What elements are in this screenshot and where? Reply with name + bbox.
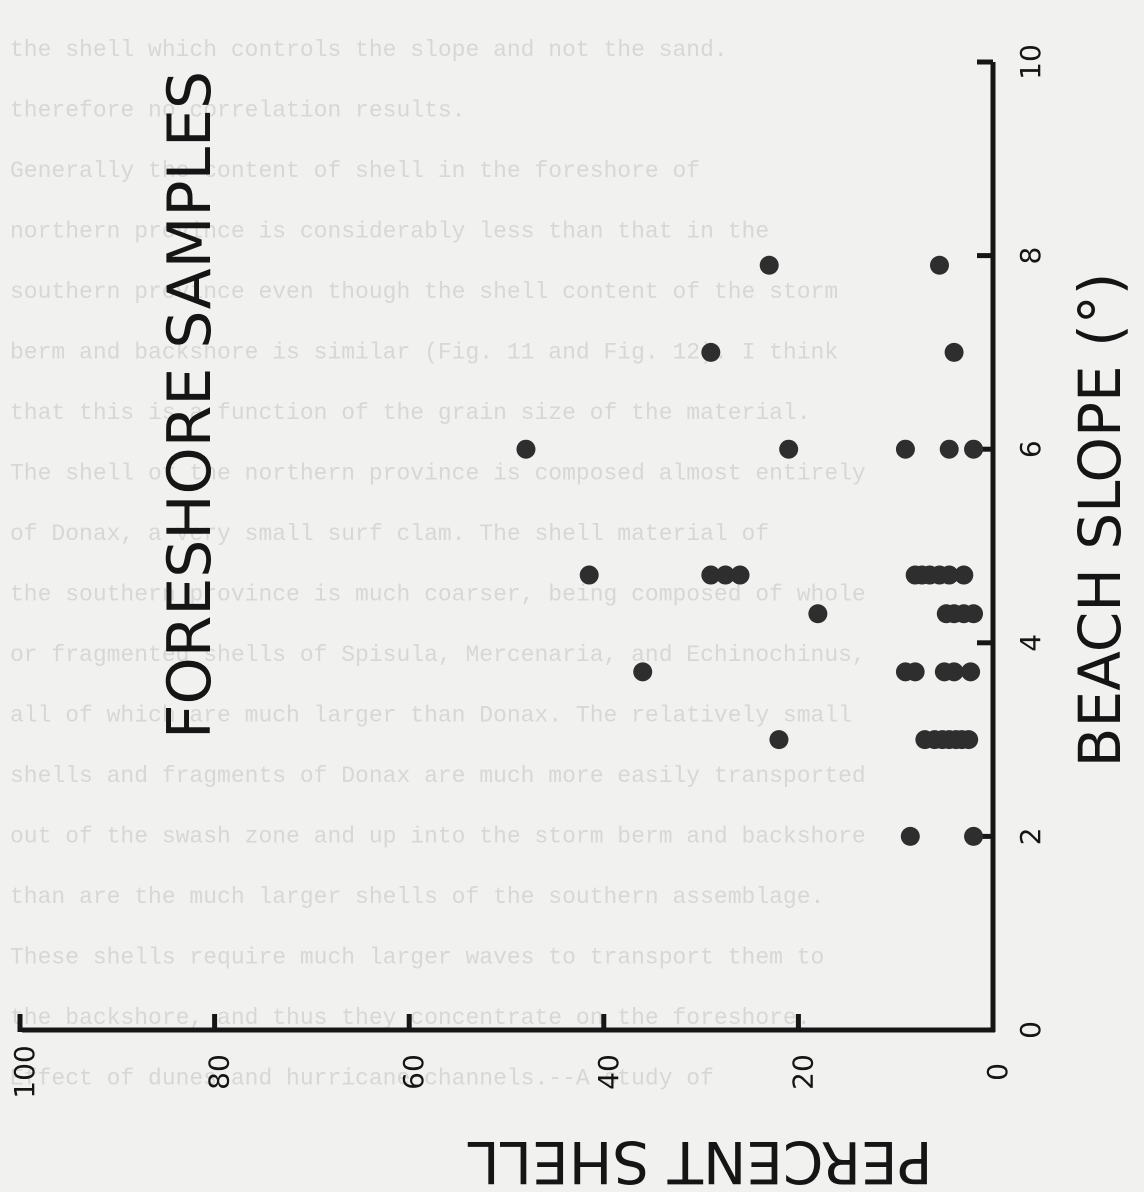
data-point [939, 439, 959, 459]
data-point [579, 565, 599, 585]
background-text-line: than are the much larger shells of the s… [10, 884, 824, 910]
background-text-line: of Donax, a very small surf clam. The sh… [10, 521, 769, 547]
background-text-line: that this is a function of the grain siz… [10, 400, 811, 426]
data-point [516, 439, 536, 459]
slope-tick-label: 0 [1014, 1021, 1047, 1039]
data-points [516, 255, 984, 846]
data-point [929, 255, 949, 275]
slope-tick-label: 10 [1014, 44, 1047, 80]
background-text-line: the southern province is much coarser, b… [10, 582, 866, 608]
tick-labels: 0 20 40 60 80 100 0 2 4 6 8 10 [8, 44, 1047, 1099]
background-bleed-text: the shell which controls the slope and n… [10, 37, 866, 1092]
background-text-line: Generally the content of shell in the fo… [10, 158, 700, 184]
chart-axes [22, 62, 996, 1033]
data-point [936, 604, 956, 624]
background-text-line: northern province is considerably less t… [10, 219, 769, 245]
shell-tick-label: 20 [786, 1054, 819, 1090]
data-point [759, 255, 779, 275]
data-point [895, 439, 915, 459]
background-text-line: all of which are much larger than Donax.… [10, 703, 852, 729]
data-point [779, 439, 799, 459]
data-point [961, 662, 981, 682]
background-text-line: the shell which controls the slope and n… [10, 37, 728, 63]
shell-tick-label: 80 [203, 1054, 236, 1090]
axis-ticks [17, 59, 996, 1032]
background-text-line: or fragmented shells of Spisula, Mercena… [10, 642, 866, 668]
background-text-line: berm and backshore is similar (Fig. 11 a… [10, 340, 838, 366]
slope-tick-label: 4 [1014, 634, 1047, 652]
data-point [954, 565, 974, 585]
shell-tick-label: 40 [592, 1054, 625, 1090]
data-point [701, 342, 721, 362]
slope-tick-label: 8 [1014, 247, 1047, 265]
x-axis-label: BEACH SLOPE (°) [1066, 273, 1134, 768]
y-axis-label: PERCENT SHELL [467, 1128, 932, 1187]
data-point [964, 826, 984, 846]
data-point [633, 662, 653, 682]
data-point [934, 662, 954, 682]
data-point [944, 342, 964, 362]
data-point [900, 826, 920, 846]
background-text-line: These shells require much larger waves t… [10, 945, 824, 971]
data-point [964, 439, 984, 459]
background-text-line: Effect of dunes and hurricane channels.-… [10, 1066, 714, 1092]
data-point [915, 730, 935, 750]
background-text-line: southern province even though the shell … [10, 279, 838, 305]
data-point [715, 565, 735, 585]
background-text-line: shells and fragments of Donax are much m… [10, 763, 866, 789]
data-point [905, 565, 925, 585]
background-text-line: therefore no correlation results. [10, 98, 465, 124]
background-text-line: The shell of the northern province is co… [10, 461, 866, 487]
data-point [769, 730, 789, 750]
data-point [701, 565, 721, 585]
chart-title: FORESHORE SAMPLES [155, 71, 225, 739]
data-point [730, 565, 750, 585]
shell-tick-label: 0 [981, 1063, 1014, 1081]
data-point [808, 604, 828, 624]
shell-tick-label: 60 [397, 1054, 430, 1090]
background-text-line: out of the swash zone and up into the st… [10, 824, 866, 850]
data-point [895, 662, 915, 682]
slope-tick-label: 6 [1014, 440, 1047, 458]
slope-tick-label: 2 [1014, 827, 1047, 845]
shell-tick-label: 100 [8, 1045, 41, 1098]
